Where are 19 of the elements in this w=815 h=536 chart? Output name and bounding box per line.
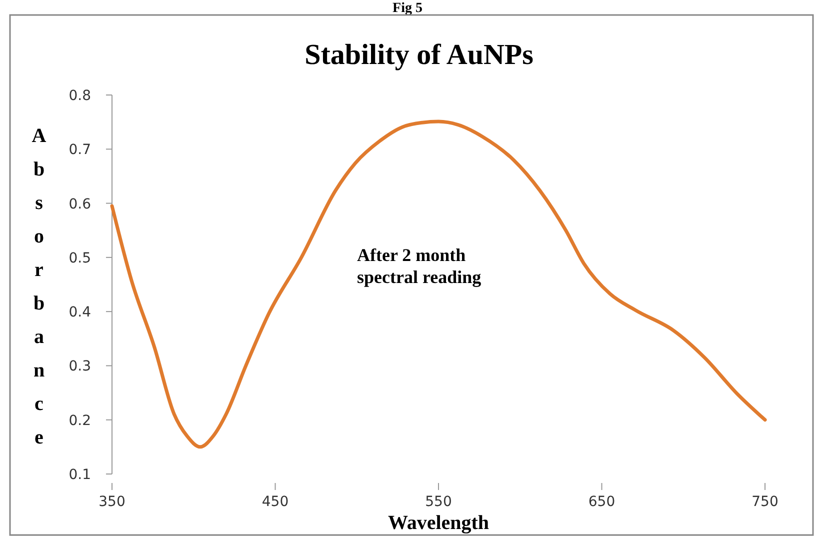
y-tick-label: 0.2: [68, 412, 91, 429]
y-tick-label: 0.6: [68, 196, 92, 212]
x-tick-label: 750: [752, 494, 778, 510]
x-tick-label: 550: [425, 494, 452, 510]
y-tick-label: 0.3: [68, 358, 91, 375]
y-tick-label: 0.8: [68, 88, 91, 104]
text: Absorbance: [32, 125, 46, 448]
x-tick-label: 450: [262, 494, 289, 510]
caption: Fig 5: [392, 1, 422, 16]
y-tick-label: 0.5: [68, 250, 91, 266]
x-tick-label: 350: [98, 494, 126, 510]
x-axis-title: Wavelength: [388, 512, 490, 534]
y-tick-label: 0.4: [68, 304, 92, 321]
chart-title: Stability of AuNPs: [304, 39, 534, 71]
x-tick-label: 650: [588, 494, 616, 510]
line-series: [110, 120, 767, 449]
y-tick-label: 0.7: [68, 142, 91, 158]
annotation: After 2 month spectral reading: [357, 245, 482, 287]
y-tick-label: 0.1: [68, 467, 91, 483]
